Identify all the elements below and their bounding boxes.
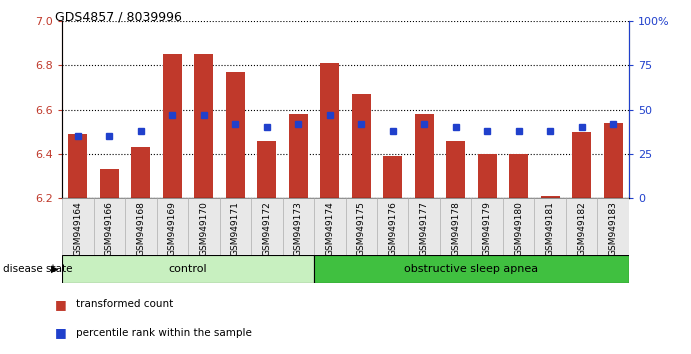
Text: GSM949172: GSM949172	[263, 201, 272, 256]
FancyBboxPatch shape	[566, 198, 597, 255]
Bar	[540, 196, 560, 198]
Text: percentile rank within the sample: percentile rank within the sample	[76, 328, 252, 338]
FancyBboxPatch shape	[220, 198, 251, 255]
FancyBboxPatch shape	[346, 198, 377, 255]
FancyBboxPatch shape	[503, 198, 534, 255]
Bar	[477, 154, 497, 198]
Text: GSM949168: GSM949168	[136, 201, 145, 256]
Text: GSM949164: GSM949164	[73, 201, 82, 256]
FancyBboxPatch shape	[125, 198, 157, 255]
Text: GSM949175: GSM949175	[357, 201, 366, 256]
Text: GSM949169: GSM949169	[168, 201, 177, 256]
FancyBboxPatch shape	[62, 198, 94, 255]
Bar	[572, 132, 591, 198]
Text: GSM949170: GSM949170	[199, 201, 209, 256]
Bar	[131, 147, 151, 198]
Bar	[226, 72, 245, 198]
Bar	[352, 94, 370, 198]
Text: GDS4857 / 8039996: GDS4857 / 8039996	[55, 11, 182, 24]
FancyBboxPatch shape	[534, 198, 566, 255]
Text: control: control	[169, 264, 207, 274]
Text: GSM949174: GSM949174	[325, 201, 334, 256]
Text: GSM949181: GSM949181	[546, 201, 555, 256]
Text: ■: ■	[55, 326, 67, 339]
Text: GSM949173: GSM949173	[294, 201, 303, 256]
FancyBboxPatch shape	[314, 198, 346, 255]
Bar	[446, 141, 465, 198]
Text: GSM949179: GSM949179	[482, 201, 492, 256]
Text: GSM949166: GSM949166	[105, 201, 114, 256]
Text: disease state: disease state	[3, 264, 73, 274]
Text: GSM949178: GSM949178	[451, 201, 460, 256]
Text: transformed count: transformed count	[76, 299, 173, 309]
FancyBboxPatch shape	[157, 198, 188, 255]
Bar	[384, 156, 402, 198]
Text: obstructive sleep apnea: obstructive sleep apnea	[404, 264, 538, 274]
FancyBboxPatch shape	[62, 255, 314, 283]
Bar	[100, 170, 119, 198]
FancyBboxPatch shape	[377, 198, 408, 255]
Bar	[163, 55, 182, 198]
Bar	[321, 63, 339, 198]
Bar	[604, 123, 623, 198]
Text: GSM949183: GSM949183	[609, 201, 618, 256]
FancyBboxPatch shape	[314, 255, 629, 283]
Bar	[194, 55, 214, 198]
FancyBboxPatch shape	[440, 198, 471, 255]
FancyBboxPatch shape	[471, 198, 503, 255]
Text: GSM949180: GSM949180	[514, 201, 523, 256]
Bar	[257, 141, 276, 198]
Text: GSM949171: GSM949171	[231, 201, 240, 256]
Text: GSM949177: GSM949177	[419, 201, 428, 256]
FancyBboxPatch shape	[283, 198, 314, 255]
Bar	[68, 134, 87, 198]
Bar	[509, 154, 528, 198]
FancyBboxPatch shape	[251, 198, 283, 255]
Bar	[415, 114, 434, 198]
FancyBboxPatch shape	[408, 198, 440, 255]
FancyBboxPatch shape	[188, 198, 220, 255]
FancyBboxPatch shape	[597, 198, 629, 255]
Text: ■: ■	[55, 298, 67, 311]
Bar	[289, 114, 307, 198]
Text: GSM949176: GSM949176	[388, 201, 397, 256]
Text: GSM949182: GSM949182	[577, 201, 586, 256]
FancyBboxPatch shape	[94, 198, 125, 255]
Text: ▶: ▶	[51, 264, 59, 274]
